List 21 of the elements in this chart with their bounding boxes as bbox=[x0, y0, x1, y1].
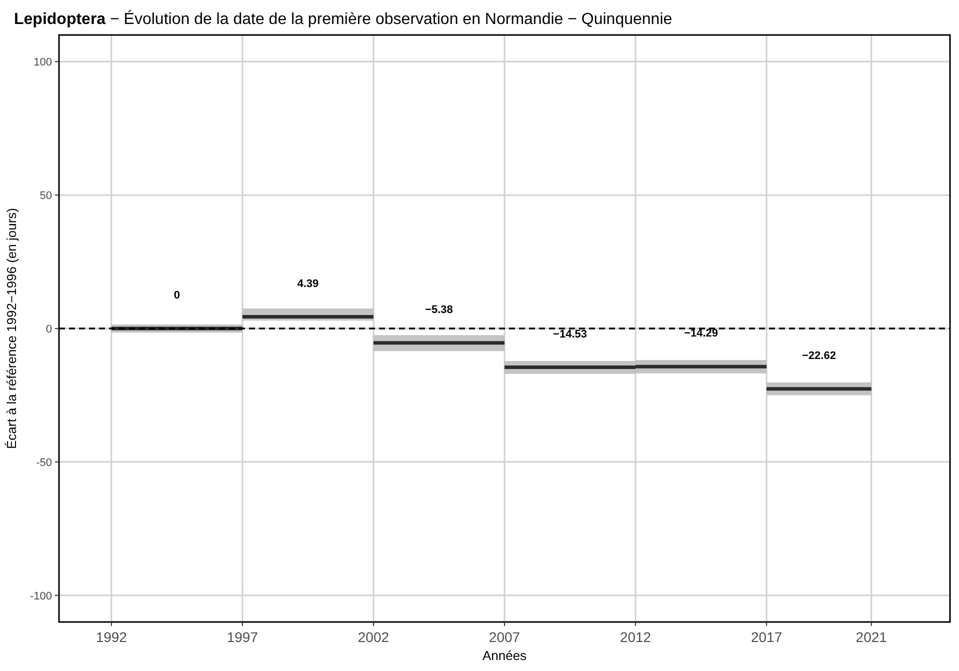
y-tick-label: 50 bbox=[40, 190, 52, 202]
x-tick-label: 2012 bbox=[620, 629, 652, 645]
y-tick-label: 0 bbox=[46, 324, 52, 336]
data-label: −14.29 bbox=[684, 328, 718, 340]
x-tick-label: 2002 bbox=[358, 629, 390, 645]
data-label: 0 bbox=[174, 290, 180, 302]
x-tick-label: 2017 bbox=[750, 629, 782, 645]
x-axis-title: Années bbox=[482, 648, 528, 663]
data-label: −22.62 bbox=[802, 350, 836, 362]
y-tick-label: -100 bbox=[30, 590, 52, 602]
y-tick-label: -50 bbox=[36, 456, 52, 469]
data-label: 4.39 bbox=[297, 278, 319, 290]
chart-title: Lepidoptera − Évolution de la date de la première observation en Normandie − Quinquennie bbox=[14, 10, 672, 28]
data-label: −5.38 bbox=[425, 304, 453, 316]
x-tick-label: 2021 bbox=[856, 629, 888, 645]
x-tick-label: 1997 bbox=[226, 629, 258, 645]
y-tick-label: 100 bbox=[34, 56, 52, 69]
y-axis-title: Écart à la référence 1992−1996 (en jours) bbox=[4, 208, 19, 450]
data-label: −14.53 bbox=[553, 328, 587, 340]
x-tick-label: 2007 bbox=[488, 629, 520, 645]
x-tick-label: 1992 bbox=[96, 629, 128, 645]
